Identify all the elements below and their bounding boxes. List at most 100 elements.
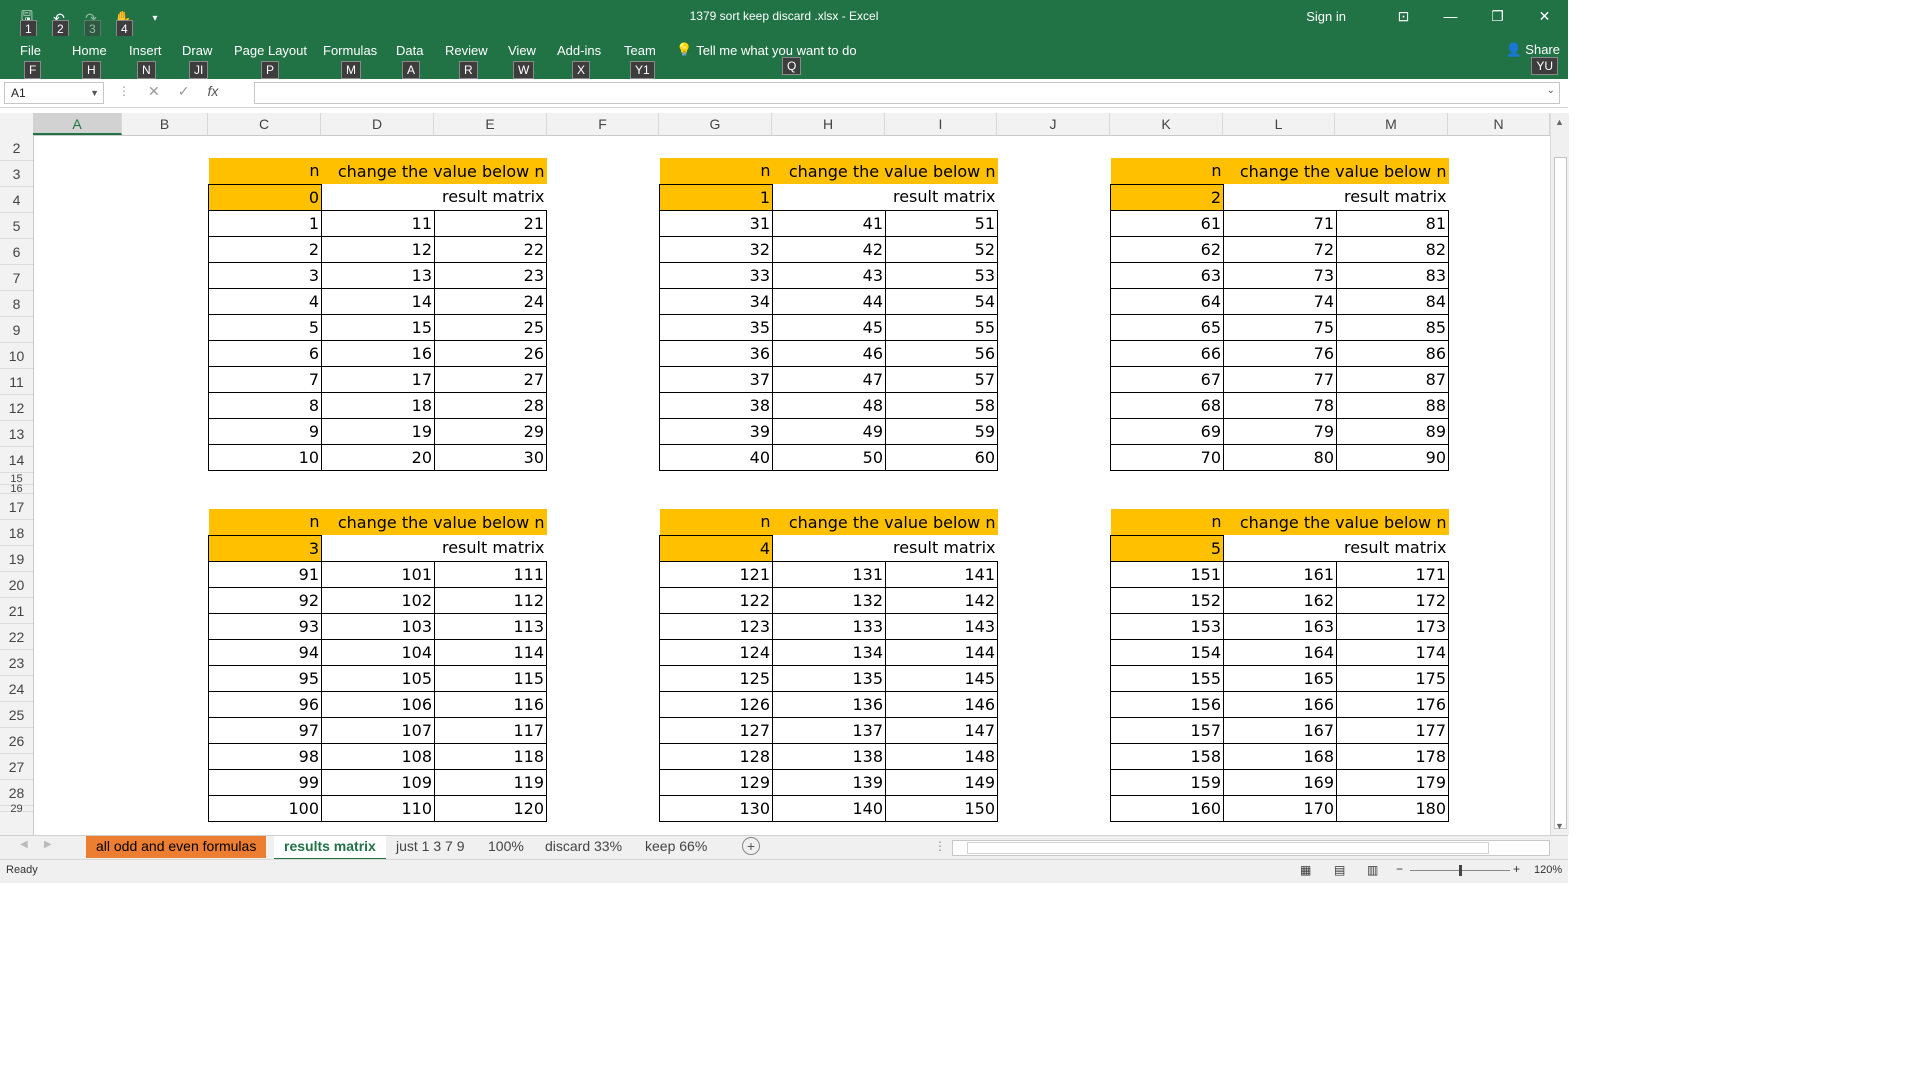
matrix-cell[interactable]: 99	[208, 768, 322, 796]
row-header[interactable]: 5	[0, 213, 33, 239]
sheet-tab-keep[interactable]: keep 66%	[645, 838, 708, 854]
sheet-tab-100[interactable]: 100%	[488, 838, 524, 854]
matrix-cell[interactable]: 158	[1110, 742, 1224, 770]
matrix-cell[interactable]: 163	[1223, 612, 1337, 640]
row-header[interactable]: 25	[0, 702, 33, 728]
matrix-cell[interactable]: 22	[434, 235, 547, 263]
matrix-cell[interactable]: 172	[1336, 586, 1449, 614]
matrix-cell[interactable]: 24	[434, 287, 547, 315]
matrix-cell[interactable]: 29	[434, 417, 547, 445]
matrix-cell[interactable]: 124	[659, 638, 773, 666]
matrix-cell[interactable]: 165	[1223, 664, 1337, 692]
matrix-cell[interactable]: 1	[208, 209, 322, 237]
matrix-cell[interactable]: 142	[885, 586, 998, 614]
matrix-cell[interactable]: 14	[321, 287, 435, 315]
row-header[interactable]: 13	[0, 421, 33, 447]
matrix-cell[interactable]: 33	[659, 261, 773, 289]
normal-view-icon[interactable]: ▦	[1300, 863, 1312, 877]
row-header[interactable]: 29	[0, 804, 33, 815]
n-value-cell[interactable]: 0	[208, 183, 322, 211]
matrix-cell[interactable]: 110	[321, 794, 435, 822]
n-value-cell[interactable]: 4	[659, 534, 773, 562]
matrix-cell[interactable]: 19	[321, 417, 435, 445]
matrix-cell[interactable]: 40	[659, 443, 773, 471]
matrix-cell[interactable]: 150	[885, 794, 998, 822]
matrix-cell[interactable]: 170	[1223, 794, 1337, 822]
matrix-cell[interactable]: 34	[659, 287, 773, 315]
matrix-cell[interactable]: 174	[1336, 638, 1449, 666]
column-header[interactable]: L	[1223, 113, 1335, 135]
matrix-cell[interactable]: 157	[1110, 716, 1224, 744]
matrix-cell[interactable]: 16	[321, 339, 435, 367]
matrix-cell[interactable]: 92	[208, 586, 322, 614]
matrix-cell[interactable]: 35	[659, 313, 773, 341]
matrix-cell[interactable]: 131	[772, 560, 886, 588]
matrix-cell[interactable]: 82	[1336, 235, 1449, 263]
matrix-cell[interactable]: 80	[1223, 443, 1337, 471]
matrix-cell[interactable]: 139	[772, 768, 886, 796]
matrix-cell[interactable]: 63	[1110, 261, 1224, 289]
matrix-cell[interactable]: 53	[885, 261, 998, 289]
column-header[interactable]: N	[1448, 113, 1550, 135]
matrix-cell[interactable]: 149	[885, 768, 998, 796]
matrix-cell[interactable]: 126	[659, 690, 773, 718]
row-header[interactable]: 18	[0, 520, 33, 546]
matrix-cell[interactable]: 137	[772, 716, 886, 744]
matrix-cell[interactable]: 154	[1110, 638, 1224, 666]
matrix-cell[interactable]: 20	[321, 443, 435, 471]
matrix-cell[interactable]: 5	[208, 313, 322, 341]
row-header[interactable]: 14	[0, 447, 33, 473]
matrix-cell[interactable]: 122	[659, 586, 773, 614]
matrix-cell[interactable]: 104	[321, 638, 435, 666]
matrix-cell[interactable]: 60	[885, 443, 998, 471]
matrix-cell[interactable]: 87	[1336, 365, 1449, 393]
matrix-cell[interactable]: 74	[1223, 287, 1337, 315]
column-header[interactable]: M	[1335, 113, 1448, 135]
zoom-level[interactable]: 120%	[1534, 864, 1563, 876]
row-header[interactable]: 11	[0, 369, 33, 395]
row-header[interactable]: 28	[0, 780, 33, 806]
matrix-cell[interactable]: 98	[208, 742, 322, 770]
matrix-cell[interactable]: 12	[321, 235, 435, 263]
row-header[interactable]: 4	[0, 187, 33, 213]
matrix-cell[interactable]: 56	[885, 339, 998, 367]
share-button[interactable]: 👤 Share YU	[1505, 42, 1560, 75]
matrix-cell[interactable]: 28	[434, 391, 547, 419]
matrix-cell[interactable]: 68	[1110, 391, 1224, 419]
zoom-in-icon[interactable]: +	[1513, 862, 1521, 876]
matrix-cell[interactable]: 101	[321, 560, 435, 588]
worksheet-grid[interactable]: A B C D E F G H I J K L M N 2 3 4 5 6 7 8 9 10 11…	[0, 113, 1550, 835]
sheet-tab-results-matrix[interactable]: results matrix	[274, 836, 386, 860]
column-header[interactable]: J	[997, 113, 1110, 135]
tab-insert[interactable]: Insert N	[129, 43, 162, 79]
matrix-cell[interactable]: 2	[208, 235, 322, 263]
matrix-cell[interactable]: 159	[1110, 768, 1224, 796]
hscroll-thumb[interactable]	[967, 842, 1489, 854]
row-header[interactable]: 3	[0, 161, 33, 187]
matrix-cell[interactable]: 120	[434, 794, 547, 822]
matrix-cell[interactable]: 100	[208, 794, 322, 822]
sign-in-link[interactable]: Sign in	[1306, 8, 1346, 24]
matrix-cell[interactable]: 7	[208, 365, 322, 393]
row-header[interactable]: 21	[0, 598, 33, 624]
scroll-up-icon[interactable]: ▲	[1555, 117, 1564, 127]
matrix-cell[interactable]: 50	[772, 443, 886, 471]
n-value-cell[interactable]: 3	[208, 534, 322, 562]
matrix-cell[interactable]: 171	[1336, 560, 1449, 588]
matrix-cell[interactable]: 52	[885, 235, 998, 263]
row-header[interactable]: 2	[0, 135, 33, 161]
matrix-cell[interactable]: 116	[434, 690, 547, 718]
matrix-cell[interactable]: 46	[772, 339, 886, 367]
ribbon-display-icon[interactable]: ⊡	[1397, 7, 1410, 24]
row-header[interactable]: 24	[0, 676, 33, 702]
close-icon[interactable]: ✕	[1538, 7, 1551, 24]
matrix-cell[interactable]: 49	[772, 417, 886, 445]
matrix-cell[interactable]: 76	[1223, 339, 1337, 367]
matrix-cell[interactable]: 111	[434, 560, 547, 588]
matrix-cell[interactable]: 26	[434, 339, 547, 367]
matrix-cell[interactable]: 57	[885, 365, 998, 393]
tab-page-layout[interactable]: Page Layout P	[234, 43, 308, 79]
matrix-cell[interactable]: 44	[772, 287, 886, 315]
scroll-down-icon[interactable]: ▼	[1555, 821, 1564, 831]
matrix-cell[interactable]: 148	[885, 742, 998, 770]
